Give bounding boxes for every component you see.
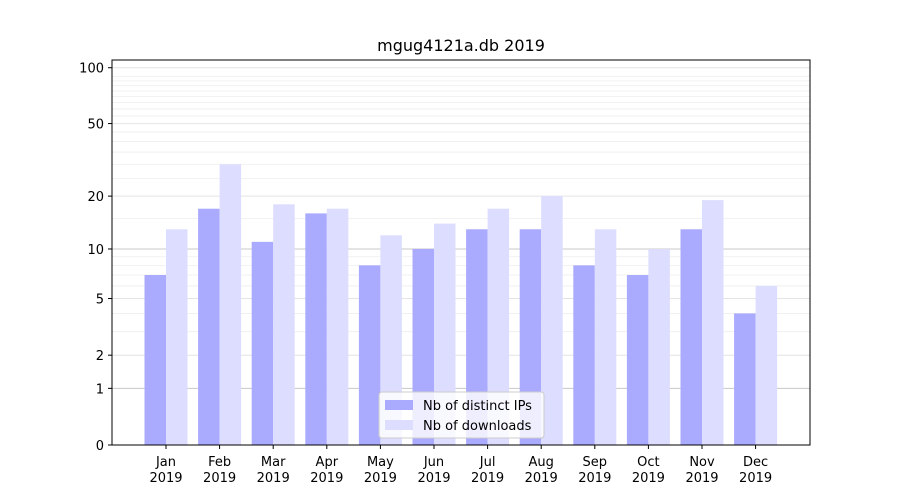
x-tick-label: Dec 2019 <box>739 455 772 486</box>
bar <box>594 229 617 445</box>
y-tick-label: 1 <box>96 382 104 397</box>
bar <box>702 200 724 445</box>
x-tick-label: Aug 2019 <box>525 455 558 486</box>
y-tick-label: 20 <box>87 190 104 205</box>
bar <box>251 241 274 445</box>
x-tick-label: Mar 2019 <box>257 455 290 486</box>
bar <box>648 248 670 445</box>
bar <box>358 265 381 445</box>
bar <box>144 275 166 445</box>
x-tick-label: Jun 2019 <box>417 455 450 486</box>
bar <box>573 265 595 445</box>
y-tick-label: 50 <box>87 118 104 133</box>
bar <box>434 223 456 445</box>
bar <box>487 208 510 445</box>
x-tick-label: Feb 2019 <box>203 455 236 486</box>
bar <box>326 208 349 445</box>
legend: Nb of distinct IPs Nb of downloads <box>378 391 545 439</box>
bar <box>466 229 488 445</box>
x-tick-label: Jan 2019 <box>149 455 182 486</box>
bar <box>219 164 242 445</box>
bar <box>519 229 542 445</box>
bar <box>273 204 295 445</box>
bar <box>626 275 649 445</box>
x-tick-label: Apr 2019 <box>310 455 343 486</box>
x-tick-label: Sep 2019 <box>578 455 611 486</box>
y-tick-label: 10 <box>87 243 104 258</box>
legend-swatch <box>385 420 413 430</box>
bar <box>541 196 563 445</box>
y-tick-label: 100 <box>79 62 104 77</box>
x-tick-label: Nov 2019 <box>685 455 718 486</box>
chart-title: mgug4121a.db 2019 <box>377 36 545 55</box>
legend-label: Nb of downloads <box>423 419 532 434</box>
axes-layer: 0 1 2 5 10 20 50 100 Jan 2019 Feb 2019 Mar 2019 Apr 201… <box>79 59 811 486</box>
y-tick-label: 5 <box>96 293 104 308</box>
legend-box <box>378 391 545 439</box>
legend-label: Nb of distinct IPs <box>423 399 532 414</box>
plot-frame <box>111 59 811 446</box>
x-tick-label: Oct 2019 <box>632 455 665 486</box>
bar <box>198 208 220 445</box>
bars-layer <box>144 164 778 445</box>
x-tick-label: Jul 2019 <box>471 455 504 486</box>
y-tick-label: 2 <box>96 349 104 364</box>
bar <box>680 229 702 445</box>
x-tick-label: May 2019 <box>364 455 397 486</box>
bar <box>305 213 327 445</box>
bar <box>755 285 778 445</box>
bar <box>166 229 188 445</box>
bar <box>734 313 756 445</box>
y-tick-label: 0 <box>96 439 104 454</box>
legend-swatch <box>385 400 413 410</box>
